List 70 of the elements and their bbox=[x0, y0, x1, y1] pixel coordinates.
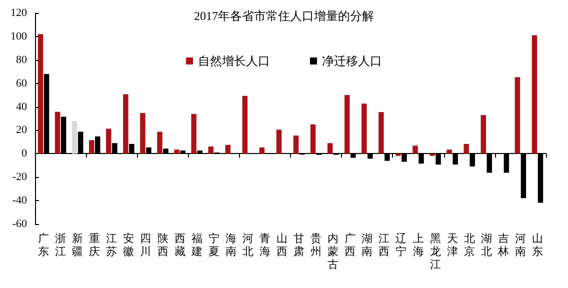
x-tick-label: 陕西 bbox=[157, 232, 168, 258]
bar bbox=[157, 132, 162, 154]
bar bbox=[310, 124, 316, 154]
chart-title: 2017年各省市常住人口增量的分解 bbox=[194, 9, 374, 23]
bar bbox=[412, 146, 418, 154]
x-tick-label: 四川 bbox=[140, 232, 152, 258]
x-tick-label: 新疆 bbox=[72, 232, 84, 258]
x-tick-label: 黑龙江 bbox=[430, 232, 441, 271]
bar bbox=[54, 112, 60, 154]
x-tick-label: 山西 bbox=[276, 232, 288, 258]
bar bbox=[327, 143, 333, 154]
bar bbox=[242, 96, 248, 154]
x-tick-label: 青海 bbox=[259, 232, 270, 258]
x-tick-label: 江西 bbox=[378, 232, 390, 258]
x-tick-label: 西藏 bbox=[174, 232, 186, 258]
y-tick-label: 80 bbox=[16, 54, 28, 66]
bar bbox=[446, 150, 452, 154]
bar bbox=[72, 121, 78, 154]
x-tick-label: 福建 bbox=[190, 232, 202, 258]
y-tick-label: 100 bbox=[10, 30, 28, 42]
x-tick-label: 湖南 bbox=[362, 232, 373, 258]
bar bbox=[480, 114, 486, 154]
bar bbox=[38, 34, 44, 154]
bar bbox=[208, 146, 214, 154]
bar bbox=[140, 112, 146, 154]
bar bbox=[362, 104, 367, 154]
x-tick-label: 吉林 bbox=[496, 232, 509, 258]
bar bbox=[106, 128, 112, 154]
bar bbox=[344, 95, 350, 154]
x-tick-label: 江苏 bbox=[106, 232, 118, 258]
y-tick-label: 20 bbox=[16, 124, 28, 136]
x-tick-label: 广西 bbox=[344, 232, 356, 258]
bar bbox=[293, 135, 299, 154]
y-tick-label: 40 bbox=[16, 100, 28, 113]
bar bbox=[276, 130, 282, 154]
x-tick-label: 北京 bbox=[464, 232, 475, 258]
x-tick-label: 广东 bbox=[38, 232, 50, 258]
bar bbox=[514, 77, 520, 154]
bar bbox=[378, 112, 384, 154]
x-tick-label: 上海 bbox=[412, 232, 424, 258]
x-tick-label: 内蒙古 bbox=[328, 232, 339, 271]
bar bbox=[532, 35, 538, 154]
x-tick-label: 辽宁 bbox=[396, 232, 407, 258]
y-tick-label: 0 bbox=[22, 148, 28, 160]
y-tick-label: -60 bbox=[12, 218, 28, 230]
bar bbox=[174, 150, 180, 154]
x-tick-label: 河北 bbox=[242, 232, 254, 258]
legend-label: 净迁移人口 bbox=[322, 54, 382, 68]
x-tick-label: 湖北 bbox=[480, 232, 492, 258]
y-tick-label: 120 bbox=[10, 7, 28, 19]
x-tick-label: 海南 bbox=[225, 232, 236, 258]
bar bbox=[225, 144, 230, 154]
x-tick-label: 山东 bbox=[532, 232, 543, 258]
y-tick-label: -40 bbox=[12, 194, 28, 207]
legend-label: 自然增长人口 bbox=[198, 54, 270, 68]
bar bbox=[191, 114, 196, 154]
x-tick-label: 安徽 bbox=[123, 232, 134, 258]
x-tick-label: 浙江 bbox=[55, 232, 66, 258]
x-tick-label: 河南 bbox=[514, 232, 526, 258]
bar bbox=[123, 94, 128, 154]
x-tick-label: 宁夏 bbox=[208, 232, 220, 258]
x-tick-label: 天津 bbox=[446, 232, 458, 258]
x-tick-label: 贵州 bbox=[310, 232, 322, 258]
bar bbox=[88, 140, 94, 154]
y-tick-label: -20 bbox=[12, 171, 28, 184]
x-tick-label: 重庆 bbox=[89, 232, 100, 258]
bar bbox=[259, 147, 265, 154]
bar bbox=[464, 144, 469, 154]
y-tick-label: 60 bbox=[16, 77, 28, 90]
x-tick-label: 甘肃 bbox=[294, 232, 305, 258]
